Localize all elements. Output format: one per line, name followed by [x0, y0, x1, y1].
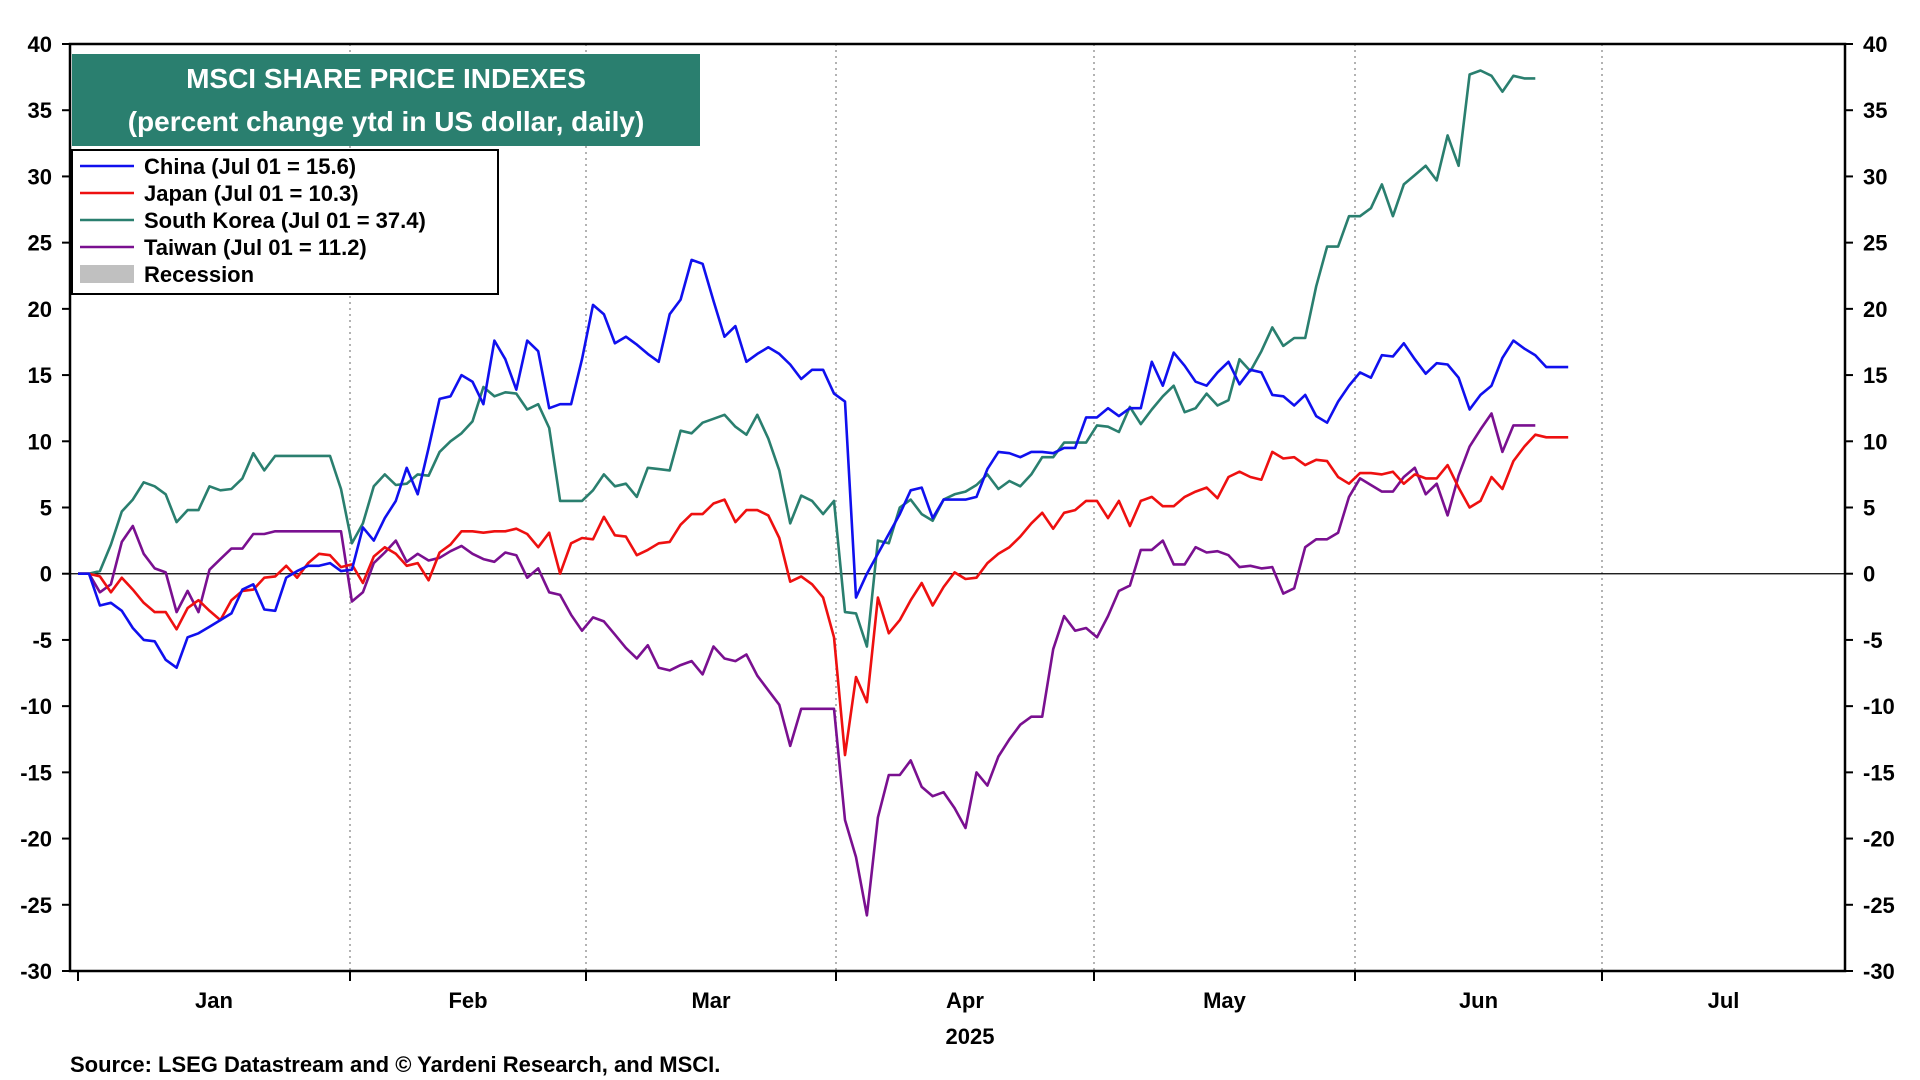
series-group — [78, 69, 1569, 917]
y-tick-label-right: -30 — [1863, 959, 1895, 984]
y-tick-label-left: -30 — [20, 959, 52, 984]
series-line-taiwan — [78, 412, 1536, 917]
y-tick-label-right: -15 — [1863, 760, 1895, 785]
y-tick-label-left: 0 — [40, 562, 52, 587]
y-tick-label-left: 20 — [28, 297, 52, 322]
y-tick-label-right: 20 — [1863, 297, 1887, 322]
x-tick-label: Jun — [1459, 988, 1498, 1013]
y-tick-label-left: 35 — [28, 98, 52, 123]
legend-swatch-recession — [80, 265, 134, 283]
y-tick-label-right: 40 — [1863, 32, 1887, 57]
y-tick-label-right: -5 — [1863, 628, 1883, 653]
y-tick-label-right: 30 — [1863, 164, 1887, 189]
chart-title: MSCI SHARE PRICE INDEXES — [186, 63, 586, 94]
x-tick-label: Jan — [195, 988, 233, 1013]
y-tick-label-right: 35 — [1863, 98, 1887, 123]
y-tick-label-right: 0 — [1863, 562, 1875, 587]
legend: China (Jul 01 = 15.6) Japan (Jul 01 = 10… — [71, 149, 499, 295]
axes: 40 40 35 35 30 30 25 25 20 20 15 15 10 10 5 5 0 0 -5 -5 -10 -… — [20, 32, 1895, 1013]
title-background — [72, 54, 700, 146]
series-line-china — [78, 258, 1569, 670]
y-tick-label-left: -10 — [20, 694, 52, 719]
y-tick-label-left: 30 — [28, 164, 52, 189]
y-tick-label-right: -20 — [1863, 827, 1895, 852]
x-tick-label: Mar — [691, 988, 731, 1013]
legend-label-china: China (Jul 01 = 15.6) — [144, 154, 356, 179]
chart-subtitle: (percent change ytd in US dollar, daily) — [128, 106, 645, 137]
y-tick-label-left: 10 — [28, 429, 52, 454]
source-note: Source: LSEG Datastream and © Yardeni Re… — [70, 1052, 720, 1077]
y-tick-label-left: -25 — [20, 893, 52, 918]
y-tick-label-right: 5 — [1863, 496, 1875, 521]
series-line-japan — [78, 433, 1569, 757]
y-tick-label-right: -25 — [1863, 893, 1895, 918]
y-tick-label-left: 15 — [28, 363, 52, 388]
legend-label-recession: Recession — [144, 262, 254, 287]
legend-label-south-korea: South Korea (Jul 01 = 37.4) — [144, 208, 426, 233]
y-tick-label-left: 5 — [40, 496, 52, 521]
legend-label-taiwan: Taiwan (Jul 01 = 11.2) — [144, 235, 367, 260]
y-tick-label-left: -20 — [20, 827, 52, 852]
plot-frame — [68, 42, 1847, 973]
title-box: MSCI SHARE PRICE INDEXES (percent change… — [72, 54, 700, 146]
series-line-south-korea — [78, 69, 1536, 648]
y-tick-label-right: 10 — [1863, 429, 1887, 454]
x-tick-label: Feb — [448, 988, 487, 1013]
y-tick-label-left: -5 — [32, 628, 52, 653]
y-tick-label-left: -15 — [20, 760, 52, 785]
legend-label-japan: Japan (Jul 01 = 10.3) — [144, 181, 359, 206]
y-tick-label-left: 40 — [28, 32, 52, 57]
y-tick-label-right: 25 — [1863, 231, 1887, 256]
y-tick-label-right: 15 — [1863, 363, 1887, 388]
y-tick-label-right: -10 — [1863, 694, 1895, 719]
y-tick-label-left: 25 — [28, 231, 52, 256]
x-tick-label: Jul — [1708, 988, 1740, 1013]
x-tick-label: Apr — [946, 988, 984, 1013]
x-tick-label: May — [1203, 988, 1247, 1013]
x-axis-year-label: 2025 — [946, 1024, 995, 1049]
legend-frame — [71, 149, 499, 295]
